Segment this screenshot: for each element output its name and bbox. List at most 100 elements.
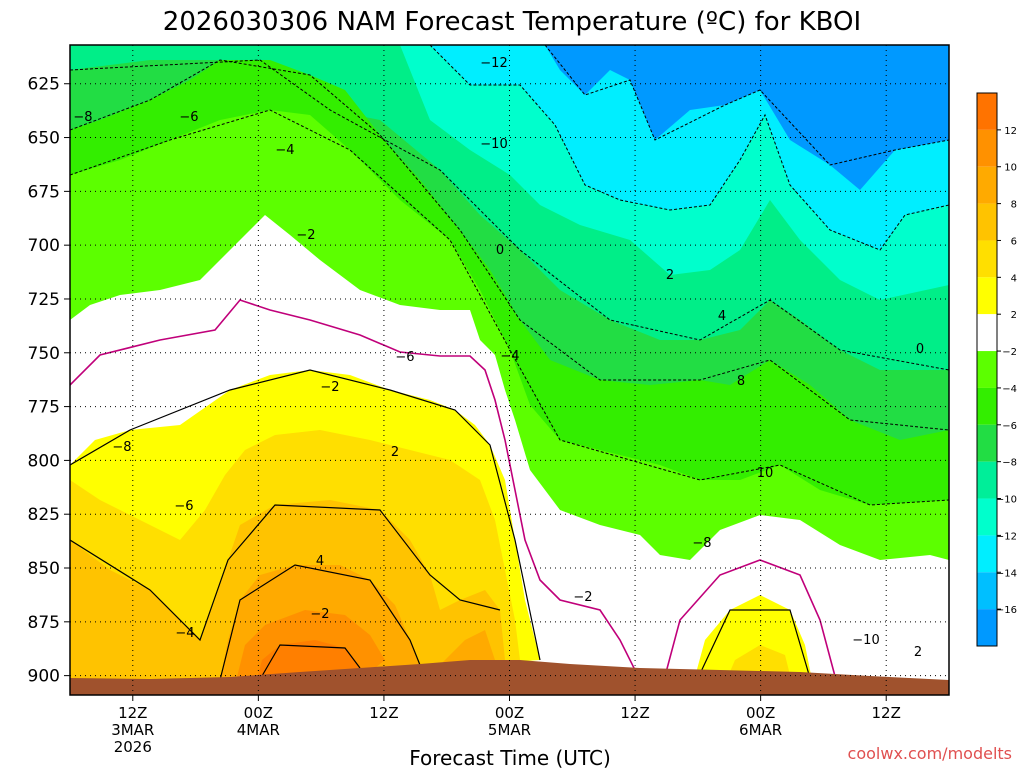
credit-text: coolwx.com/modelts <box>848 744 1012 763</box>
colorbar-label: 8 <box>1011 200 1017 211</box>
contour-label: −12 <box>480 56 507 71</box>
pressure-tick-label: 775 <box>28 398 60 418</box>
chart-title: 2026030306 NAM Forecast Temperature (ºC)… <box>163 7 861 37</box>
colorbar-label: −16 <box>996 605 1017 616</box>
colorbar: 12 10 8 6 4 2 −2 −4 −6 −8 −10 −12 −14 −16 <box>976 92 1017 647</box>
contour-label: −2 <box>296 228 315 243</box>
grid <box>70 45 949 695</box>
contour-line <box>689 609 816 695</box>
time-tick-label: 4MAR <box>237 721 280 739</box>
contour-label: −8 <box>112 440 131 455</box>
colorbar-swatch <box>977 277 997 315</box>
contour-label: 0 <box>916 342 924 357</box>
colorbar-label: −10 <box>996 495 1017 506</box>
contour-label: −10 <box>852 633 879 648</box>
colorbar-swatch <box>977 461 997 499</box>
contour-labels: −12 −10 −8 −6 −4 −2 0 2 4 8 10 −8 −6 −4 −2 −10 −8 −6 −4 −2 2… <box>73 56 924 660</box>
colorbar-swatch <box>977 203 997 241</box>
contour-label: 2 <box>666 268 674 283</box>
pressure-tick-label: 625 <box>28 75 60 95</box>
time-tick-label: 5MAR <box>488 721 531 739</box>
contour-label: −6 <box>174 499 193 514</box>
positive-contours <box>70 369 816 695</box>
contour-label: −6 <box>395 350 414 365</box>
time-tick-label: 00Z <box>746 704 775 722</box>
colorbar-label: 12 <box>1004 126 1017 137</box>
colorbar-swatch <box>977 129 997 167</box>
contour-label: −6 <box>179 110 198 125</box>
colorbar-label: −14 <box>996 568 1017 579</box>
colorbar-label: −6 <box>1002 421 1017 432</box>
time-tick-label: 12Z <box>118 704 147 722</box>
pressure-tick-label: 700 <box>28 236 60 256</box>
pressure-tick-label: 650 <box>28 129 60 149</box>
colorbar-swatch <box>977 240 997 278</box>
colorbar-swatch <box>977 314 997 352</box>
time-tick-label: 12Z <box>620 704 649 722</box>
contour-line <box>70 504 501 642</box>
contour-label: −10 <box>480 137 507 152</box>
colorbar-swatch <box>977 498 997 536</box>
pressure-tick-label: 800 <box>28 451 60 471</box>
time-tick-label: 3MAR <box>111 721 154 739</box>
contour-label: 10 <box>757 466 774 481</box>
contour-line <box>429 45 949 251</box>
pressure-tick-label: 725 <box>28 290 60 310</box>
colorbar-label: 6 <box>1011 236 1017 247</box>
contour-label: −4 <box>500 349 519 364</box>
pressure-tick-label: 875 <box>28 613 60 633</box>
terrain <box>70 660 949 695</box>
time-tick-label: 00Z <box>495 704 524 722</box>
contour-line <box>70 369 541 661</box>
contour-label: −2 <box>573 590 592 605</box>
contour-line <box>659 559 841 695</box>
time-tick-label: 12Z <box>369 704 398 722</box>
contour-label: −4 <box>175 626 194 641</box>
colorbar-swatch <box>977 166 997 204</box>
contour-label: −4 <box>275 143 294 158</box>
colorbar-swatch <box>977 424 997 462</box>
pressure-axis: 625 650 675 700 725 750 775 800 825 850 875 900 <box>28 75 70 687</box>
pressure-tick-label: 850 <box>28 559 60 579</box>
colorbar-frame <box>976 92 998 647</box>
contour-label: 2 <box>914 645 922 660</box>
colorbar-swatch <box>977 387 997 425</box>
contour-label: −8 <box>73 110 92 125</box>
colorbar-swatch <box>977 572 997 610</box>
time-tick-label: 6MAR <box>739 721 782 739</box>
colorbar-label: −8 <box>1002 458 1017 469</box>
contour-label: −2 <box>310 607 329 622</box>
colorbar-label: 10 <box>1004 163 1017 174</box>
zero-contour <box>70 299 841 695</box>
x-axis-label: Forecast Time (UTC) <box>409 746 611 768</box>
contour-label: −2 <box>320 380 339 395</box>
contour-label: 0 <box>496 243 504 258</box>
colorbar-swatch <box>977 609 997 646</box>
time-tick-label: 12Z <box>872 704 901 722</box>
contour-label: 4 <box>718 309 726 324</box>
contour-label: 4 <box>316 554 324 569</box>
contour-line <box>70 109 949 506</box>
pressure-tick-label: 900 <box>28 667 60 687</box>
contour-line <box>219 564 421 681</box>
pressure-tick-label: 825 <box>28 505 60 525</box>
contour-line <box>254 644 361 689</box>
contour-line <box>70 59 949 431</box>
colorbar-swatch <box>977 351 997 388</box>
pressure-tick-label: 750 <box>28 344 60 364</box>
colorbar-swatch <box>977 535 997 573</box>
colorbar-label: 2 <box>1011 310 1017 321</box>
contour-label: 2 <box>391 445 399 460</box>
colorbar-label: 4 <box>1011 273 1017 284</box>
time-tick-label: 2026 <box>114 738 152 756</box>
contour-label: 8 <box>737 374 745 389</box>
negative-contours <box>70 45 949 506</box>
colorbar-swatch <box>977 93 997 130</box>
colorbar-label: −4 <box>1002 384 1017 395</box>
time-tick-label: 00Z <box>244 704 273 722</box>
colorbar-label: −12 <box>996 531 1017 542</box>
contour-label: −8 <box>692 536 711 551</box>
contour-line <box>70 299 641 681</box>
